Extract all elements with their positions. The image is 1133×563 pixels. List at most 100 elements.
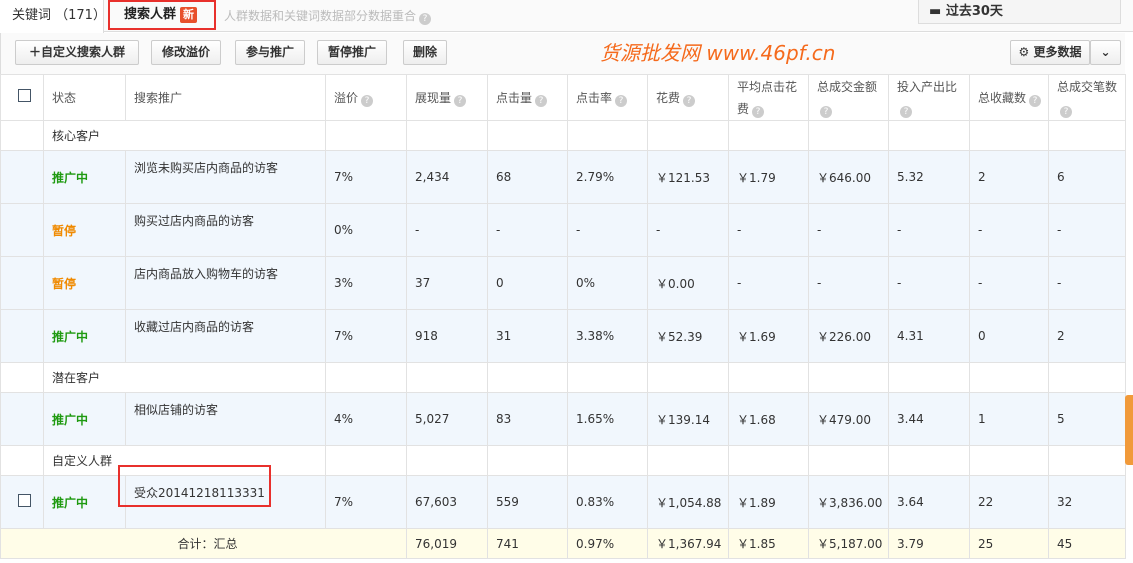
column-header[interactable]: 点击量? — [487, 74, 568, 121]
help-icon[interactable]: ? — [615, 94, 628, 107]
table-row[interactable]: 推广中 浏览未购买店内商品的访客 7% 2,434 68 2.79% ￥121.53 ￥1.7… — [0, 150, 1126, 204]
cell: - — [969, 256, 1049, 310]
total-cell: ￥1,367.94 — [647, 528, 729, 559]
total-cell: 25 — [969, 528, 1049, 559]
add-custom-crowd-button[interactable]: ＋自定义搜索人群 — [15, 40, 139, 65]
help-icon[interactable]: ? — [752, 105, 765, 118]
group-label: 核心客户 — [43, 120, 326, 151]
help-icon[interactable]: ? — [900, 105, 912, 118]
cell: - — [888, 256, 970, 310]
cell: - — [1048, 203, 1126, 257]
total-cell: ￥1.85 — [728, 528, 809, 559]
cell: 6 — [1048, 150, 1126, 204]
cell: 83 — [487, 392, 568, 446]
cell: - — [808, 256, 889, 310]
cell: ￥1,054.88 — [647, 475, 729, 529]
select-all[interactable] — [0, 74, 44, 121]
help-icon[interactable]: ? — [419, 13, 432, 25]
cell: 7% — [325, 150, 407, 204]
column-label: 总收藏数 — [978, 90, 1027, 105]
status: 暂停 — [43, 256, 126, 310]
column-header[interactable]: 点击率? — [567, 74, 648, 121]
cell: 7% — [325, 475, 407, 529]
cell: ￥139.14 — [647, 392, 729, 446]
cell: 5.32 — [888, 150, 970, 204]
gear-icon: ⚙ — [1018, 45, 1030, 59]
table-row[interactable]: 推广中 受众20141218113331 7% 67,603 559 0.83% ￥1,05… — [0, 475, 1126, 529]
column-header[interactable]: 总成交金额? — [808, 74, 889, 121]
column-header[interactable]: 平均点击花费? — [728, 74, 809, 121]
column-label: 投入产出比 — [897, 79, 958, 94]
group-label: 自定义人群 — [43, 445, 326, 476]
column-header[interactable]: 总收藏数? — [969, 74, 1049, 121]
cell: - — [487, 203, 568, 257]
label: 更多数据 — [1033, 45, 1082, 59]
column-header[interactable]: 搜索推广 — [125, 74, 326, 121]
cell: - — [567, 203, 648, 257]
status: 推广中 — [43, 392, 126, 446]
tab-label: 搜索人群 — [124, 7, 177, 22]
pause-promotion-button[interactable]: 暂停推广 — [317, 40, 387, 65]
delete-button[interactable]: 删除 — [403, 40, 447, 65]
table-row[interactable]: 推广中 收藏过店内商品的访客 7% 918 31 3.38% ￥52.39 ￥1.69 ￥226… — [0, 309, 1126, 363]
crowd-name: 浏览未购买店内商品的访客 — [125, 150, 326, 204]
calendar-icon: ▬ — [929, 4, 942, 19]
cell: 7% — [325, 309, 407, 363]
column-label: 总成交金额 — [817, 79, 878, 94]
row-checkbox[interactable] — [18, 494, 31, 507]
feedback-tab[interactable] — [1125, 395, 1133, 465]
plus-icon: ＋ — [28, 45, 41, 59]
help-icon[interactable]: ? — [535, 94, 548, 107]
crowd-name: 相似店铺的访客 — [125, 392, 326, 446]
column-header[interactable]: 总成交笔数? — [1048, 74, 1126, 121]
more-data-button[interactable]: ⚙ 更多数据 — [1010, 40, 1090, 65]
edit-premium-button[interactable]: 修改溢价 — [151, 40, 221, 65]
total-cell: 45 — [1048, 528, 1126, 559]
cell: 0% — [325, 203, 407, 257]
date-range-button[interactable]: ▬ 过去30天 — [918, 0, 1121, 24]
cell: 3% — [325, 256, 407, 310]
help-icon[interactable]: ? — [820, 105, 832, 118]
group-label: 潜在客户 — [43, 362, 326, 393]
chevron-down-icon[interactable]: ⌄ — [1090, 40, 1121, 65]
cell: - — [728, 203, 809, 257]
status: 推广中 — [43, 475, 126, 529]
column-header[interactable]: 投入产出比? — [888, 74, 970, 121]
table-row[interactable]: 推广中 相似店铺的访客 4% 5,027 83 1.65% ￥139.14 ￥1.68 ￥479… — [0, 392, 1126, 446]
group-row: 潜在客户 — [0, 362, 1126, 393]
cell: 0 — [487, 256, 568, 310]
total-cell: 3.79 — [888, 528, 970, 559]
cell: - — [1048, 256, 1126, 310]
toolbar: ＋自定义搜索人群 修改溢价 参与推广 暂停推广 删除 ⚙ 更多数据 ⌄ — [0, 33, 1125, 74]
crowd-name: 受众20141218113331 — [125, 475, 326, 529]
cell: ￥226.00 — [808, 309, 889, 363]
help-icon[interactable]: ? — [454, 94, 467, 107]
checkbox[interactable] — [18, 88, 31, 102]
column-header[interactable]: 状态 — [43, 74, 126, 121]
join-promotion-button[interactable]: 参与推广 — [235, 40, 305, 65]
column-header[interactable]: 展现量? — [406, 74, 488, 121]
column-label: 点击量 — [496, 90, 533, 105]
cell: - — [728, 256, 809, 310]
cell: ￥1.89 — [728, 475, 809, 529]
column-header[interactable]: 溢价? — [325, 74, 407, 121]
tab-keywords[interactable]: 关键词 （171） — [0, 0, 106, 33]
group-row: 自定义人群 — [0, 445, 1126, 476]
cell: 5,027 — [406, 392, 488, 446]
help-icon[interactable]: ? — [361, 94, 374, 107]
help-icon[interactable]: ? — [1060, 105, 1072, 118]
column-label: 状态 — [52, 90, 77, 105]
column-header[interactable]: 花费? — [647, 74, 729, 121]
cell: 1.65% — [567, 392, 648, 446]
help-icon[interactable]: ? — [1029, 94, 1042, 107]
tab-search-crowd[interactable]: 搜索人群新 — [108, 0, 216, 30]
table-row[interactable]: 暂停 购买过店内商品的访客 0% - - - - - - - - - — [0, 203, 1126, 257]
column-label: 搜索推广 — [134, 90, 183, 105]
cell: 2.79% — [567, 150, 648, 204]
cell: 0.83% — [567, 475, 648, 529]
cell: 559 — [487, 475, 568, 529]
help-icon[interactable]: ? — [683, 94, 696, 107]
table-row[interactable]: 暂停 店内商品放入购物车的访客 3% 37 0 0% ￥0.00- - - - - — [0, 256, 1126, 310]
crowd-name: 店内商品放入购物车的访客 — [125, 256, 326, 310]
cell: ￥121.53 — [647, 150, 729, 204]
